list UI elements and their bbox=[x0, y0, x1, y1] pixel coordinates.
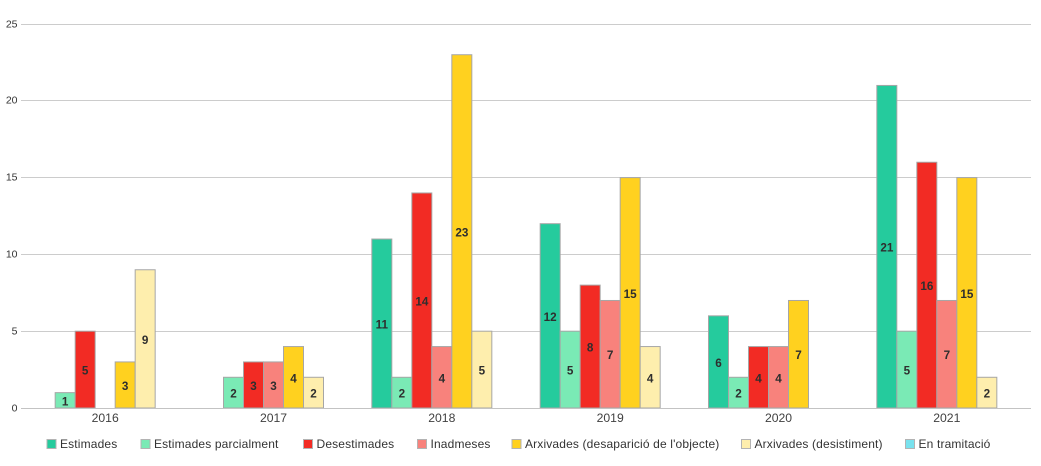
svg-text:7: 7 bbox=[795, 349, 802, 362]
svg-text:5: 5 bbox=[479, 365, 486, 378]
svg-text:Estimades parcialment: Estimades parcialment bbox=[154, 437, 279, 451]
svg-text:8: 8 bbox=[587, 342, 594, 355]
svg-text:25: 25 bbox=[6, 19, 18, 31]
svg-text:9: 9 bbox=[142, 334, 149, 347]
svg-text:Estimades: Estimades bbox=[60, 437, 117, 451]
svg-text:10: 10 bbox=[6, 249, 18, 261]
svg-text:4: 4 bbox=[775, 372, 782, 385]
svg-text:7: 7 bbox=[607, 349, 614, 362]
svg-text:2018: 2018 bbox=[428, 411, 455, 425]
svg-text:4: 4 bbox=[290, 372, 297, 385]
svg-text:Desestimades: Desestimades bbox=[317, 437, 395, 451]
svg-text:2016: 2016 bbox=[92, 411, 119, 425]
svg-text:14: 14 bbox=[415, 295, 429, 308]
svg-text:2: 2 bbox=[984, 388, 991, 401]
svg-text:3: 3 bbox=[270, 380, 277, 393]
svg-text:4: 4 bbox=[755, 372, 762, 385]
svg-text:1: 1 bbox=[62, 395, 69, 408]
svg-text:5: 5 bbox=[567, 365, 574, 378]
svg-text:3: 3 bbox=[122, 380, 129, 393]
svg-text:12: 12 bbox=[544, 311, 558, 324]
svg-text:3: 3 bbox=[250, 380, 257, 393]
svg-text:2: 2 bbox=[399, 388, 406, 401]
svg-text:5: 5 bbox=[82, 365, 89, 378]
svg-text:2020: 2020 bbox=[765, 411, 792, 425]
svg-text:2: 2 bbox=[735, 388, 742, 401]
svg-text:16: 16 bbox=[920, 280, 934, 293]
svg-text:7: 7 bbox=[944, 349, 951, 362]
svg-text:Arxivades (desaparició de l'ob: Arxivades (desaparició de l'objecte) bbox=[525, 437, 719, 451]
svg-text:Arxivades (desistiment): Arxivades (desistiment) bbox=[755, 437, 883, 451]
svg-text:2017: 2017 bbox=[260, 411, 287, 425]
svg-text:0: 0 bbox=[12, 403, 18, 415]
svg-text:En tramitació: En tramitació bbox=[919, 437, 991, 451]
svg-text:Inadmeses: Inadmeses bbox=[431, 437, 491, 451]
svg-text:15: 15 bbox=[960, 288, 974, 301]
svg-text:15: 15 bbox=[624, 288, 638, 301]
svg-text:11: 11 bbox=[376, 319, 389, 332]
svg-text:6: 6 bbox=[715, 357, 722, 370]
svg-text:15: 15 bbox=[6, 172, 18, 184]
svg-text:23: 23 bbox=[455, 226, 469, 239]
svg-text:5: 5 bbox=[12, 326, 18, 338]
svg-text:2: 2 bbox=[230, 388, 237, 401]
svg-text:4: 4 bbox=[647, 372, 654, 385]
svg-text:2019: 2019 bbox=[597, 411, 624, 425]
svg-text:4: 4 bbox=[439, 372, 446, 385]
svg-text:20: 20 bbox=[6, 95, 18, 107]
svg-text:5: 5 bbox=[904, 365, 911, 378]
svg-text:2: 2 bbox=[310, 388, 317, 401]
svg-text:2021: 2021 bbox=[933, 411, 960, 425]
svg-text:21: 21 bbox=[880, 242, 894, 255]
